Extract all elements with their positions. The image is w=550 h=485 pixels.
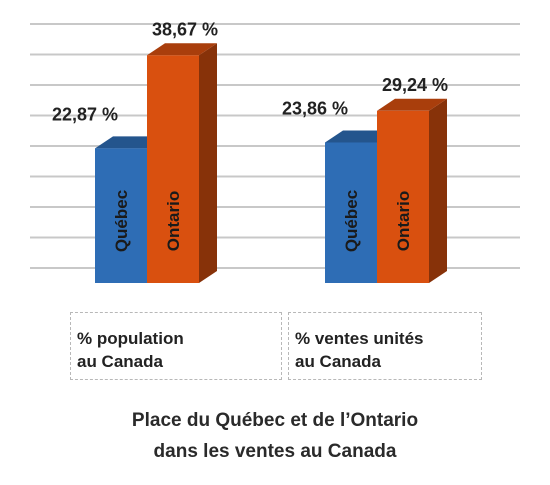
bar-front xyxy=(325,142,377,283)
bar-front xyxy=(95,148,147,283)
bar-top xyxy=(147,43,217,56)
data-label: 29,24 % xyxy=(382,75,448,95)
category-label-line: au Canada xyxy=(77,352,163,371)
category-label-population: % population au Canada xyxy=(70,312,282,380)
bar-ontario-1: Ontario xyxy=(377,98,447,283)
chart-title-line: dans les ventes au Canada xyxy=(153,441,397,462)
data-label: 23,86 % xyxy=(282,98,348,118)
bar-front xyxy=(147,55,199,283)
bar-ontario-0: Ontario xyxy=(147,43,217,283)
bar-top xyxy=(377,98,447,111)
bars: Québec Ontario Québec Ontario xyxy=(95,43,447,283)
data-label: 38,67 % xyxy=(152,19,218,39)
bar-front xyxy=(377,110,429,283)
data-labels: 22,87 % 38,67 % 23,86 % 29,24 % xyxy=(52,19,448,124)
chart-title-line: Place du Québec et de l’Ontario xyxy=(131,410,419,431)
bar-side xyxy=(429,98,447,283)
category-label-sales: % ventes unités au Canada xyxy=(288,312,482,380)
bar-series-label: Ontario xyxy=(394,191,413,251)
category-label-line: au Canada xyxy=(295,352,381,371)
bar-chart: Québec Ontario Québec Ontario 22,87 % 38,67 … xyxy=(30,19,520,283)
bar-series-label: Québec xyxy=(342,190,361,252)
category-label-line: % ventes unités xyxy=(295,329,424,348)
data-label: 22,87 % xyxy=(52,104,118,124)
category-label-line: % population xyxy=(77,329,184,348)
bar-side xyxy=(199,43,217,283)
bar-series-label: Québec xyxy=(112,190,131,252)
chart-title: Place du Québec et de l’Ontario dans les… xyxy=(0,405,550,467)
bar-series-label: Ontario xyxy=(164,191,183,251)
